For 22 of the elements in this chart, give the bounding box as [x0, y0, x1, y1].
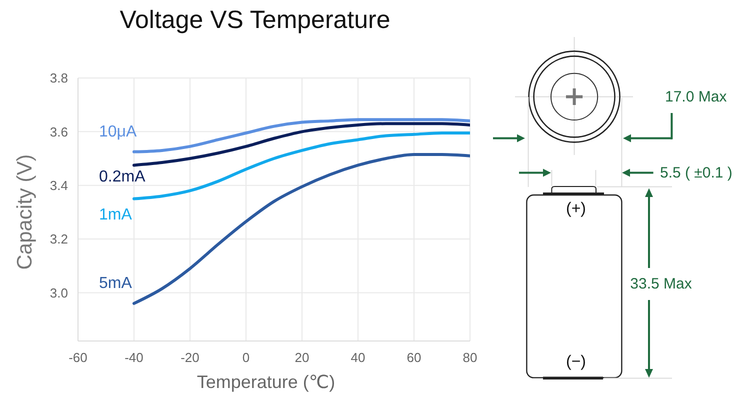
x-tick-label: -40	[124, 350, 144, 366]
text: 17.0 Max	[665, 88, 728, 106]
series-label: 1mA	[99, 206, 132, 224]
text: 5.5 ( ±0.1 )	[660, 164, 732, 182]
y-tick-label: 3.0	[50, 285, 68, 300]
series-label: 5mA	[99, 274, 132, 292]
x-tick-label: 80	[462, 350, 478, 366]
series-label: 0.2mA	[99, 168, 146, 186]
y-tick-label: 3.8	[50, 70, 68, 86]
y-axis-title: Capacity (V)	[14, 154, 36, 270]
x-tick-label: 40	[350, 350, 366, 366]
y-tick-label: 3.6	[50, 124, 68, 140]
y-tick-label: 3.4	[50, 178, 68, 193]
x-axis-title: Temperature (℃)	[196, 372, 336, 392]
x-tick-label: 0	[242, 350, 250, 366]
x-tick-label: 20	[294, 350, 310, 366]
series-label: 10μA	[99, 123, 138, 140]
x-tick-label: 60	[406, 350, 422, 366]
y-tick-label: 3.2	[50, 232, 68, 247]
x-tick-label: -60	[68, 350, 88, 366]
x-tick-label: -20	[180, 350, 200, 366]
chart-title: Voltage VS Temperature	[120, 6, 390, 34]
